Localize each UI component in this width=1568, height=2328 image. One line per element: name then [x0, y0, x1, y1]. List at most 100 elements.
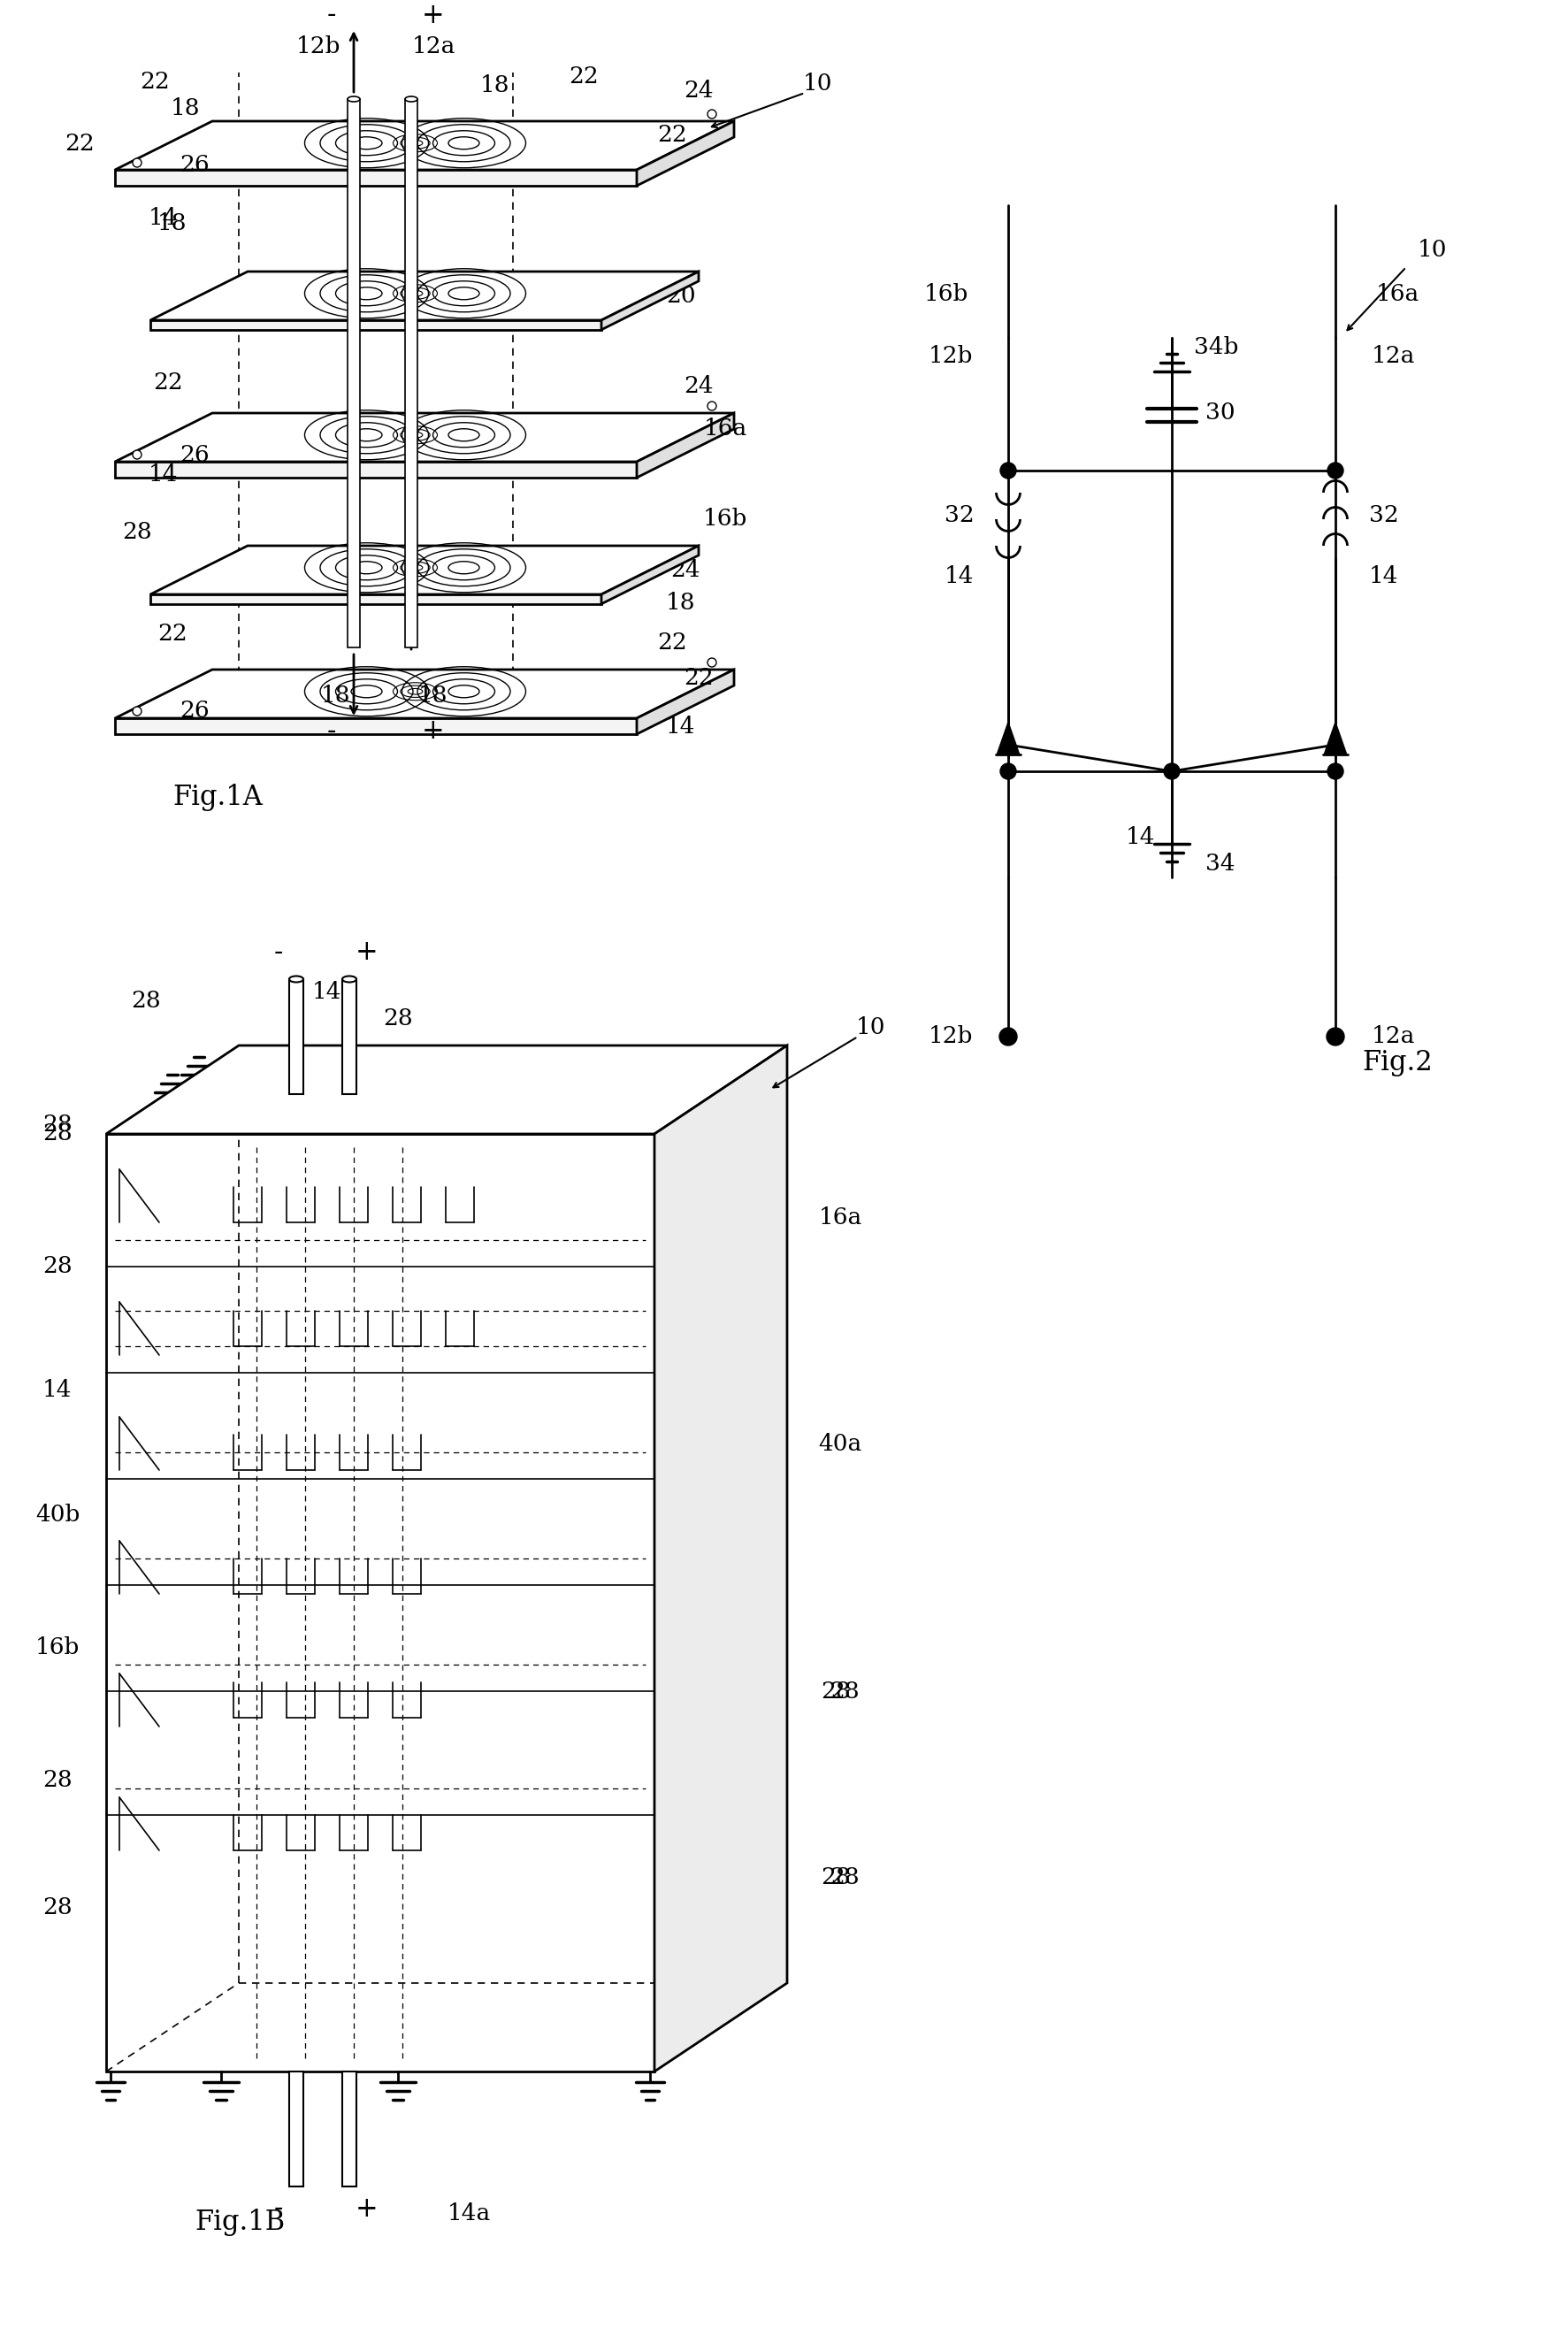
Polygon shape [601, 545, 698, 603]
Polygon shape [637, 670, 734, 733]
Polygon shape [151, 321, 601, 331]
Text: +: + [422, 717, 444, 745]
Ellipse shape [348, 95, 359, 102]
Ellipse shape [405, 95, 417, 102]
Polygon shape [997, 722, 1019, 754]
Polygon shape [289, 2072, 303, 2186]
Polygon shape [654, 1045, 787, 2072]
Text: 12a: 12a [411, 35, 455, 58]
Text: -: - [274, 938, 282, 966]
Text: 40b: 40b [34, 1504, 80, 1525]
Text: 16a: 16a [1375, 282, 1419, 305]
Polygon shape [114, 121, 734, 170]
Text: 14: 14 [42, 1381, 72, 1401]
Text: 16a: 16a [818, 1206, 861, 1229]
Polygon shape [1323, 722, 1345, 754]
Polygon shape [114, 412, 734, 461]
Text: 12b: 12b [296, 35, 340, 58]
Polygon shape [601, 272, 698, 331]
Text: +: + [356, 938, 378, 966]
Polygon shape [342, 980, 356, 1094]
Text: 22: 22 [657, 123, 687, 144]
Text: 16b: 16b [702, 508, 746, 531]
Polygon shape [107, 1134, 654, 2072]
Text: 22: 22 [684, 668, 713, 689]
Polygon shape [637, 412, 734, 477]
Circle shape [1327, 764, 1342, 780]
Polygon shape [289, 980, 303, 1094]
Text: 20: 20 [666, 286, 696, 307]
Text: 32: 32 [944, 503, 974, 526]
Text: 16a: 16a [702, 419, 746, 440]
Circle shape [707, 659, 717, 666]
Text: 14: 14 [666, 717, 695, 738]
Polygon shape [114, 719, 637, 733]
Text: 14: 14 [1126, 826, 1156, 850]
Text: 22: 22 [157, 624, 187, 645]
Text: 12b: 12b [928, 1027, 972, 1048]
Text: 28: 28 [42, 1115, 72, 1136]
Text: 22: 22 [64, 133, 94, 154]
Text: 16b: 16b [34, 1637, 80, 1658]
Text: 26: 26 [180, 445, 209, 466]
Text: 26: 26 [180, 701, 209, 722]
Text: 14: 14 [312, 982, 342, 1003]
Text: -: - [274, 2195, 282, 2223]
Text: 28: 28 [383, 1008, 412, 1029]
Circle shape [1163, 764, 1179, 780]
Polygon shape [405, 100, 417, 647]
Text: 10: 10 [1417, 237, 1447, 261]
Text: 40a: 40a [818, 1432, 861, 1455]
Text: 12a: 12a [1370, 345, 1414, 365]
Text: 14: 14 [149, 463, 179, 487]
Text: 14: 14 [1369, 566, 1399, 587]
Polygon shape [114, 670, 734, 719]
Text: 10: 10 [803, 72, 833, 95]
Circle shape [1327, 1027, 1344, 1045]
Ellipse shape [342, 975, 356, 982]
Circle shape [999, 1027, 1016, 1045]
Text: 24: 24 [684, 79, 713, 102]
Text: 28: 28 [829, 1681, 859, 1702]
Text: 28: 28 [122, 521, 152, 542]
Text: Fig.1B: Fig.1B [194, 2209, 285, 2235]
Text: 14: 14 [944, 566, 974, 587]
Polygon shape [342, 2072, 356, 2186]
Text: 34b: 34b [1193, 335, 1237, 359]
Text: 14a: 14a [447, 2202, 491, 2223]
Text: 28: 28 [42, 1122, 72, 1145]
Text: -: - [326, 2, 336, 28]
Text: 22: 22 [569, 65, 599, 88]
Text: 28: 28 [42, 1897, 72, 1918]
Text: 18: 18 [480, 74, 510, 98]
Text: 34: 34 [1204, 852, 1234, 875]
Circle shape [1000, 463, 1016, 480]
Polygon shape [151, 272, 698, 321]
Text: +: + [422, 2, 444, 28]
Text: 22: 22 [154, 370, 183, 393]
Text: 28: 28 [42, 1769, 72, 1790]
Circle shape [133, 708, 141, 715]
Ellipse shape [289, 975, 303, 982]
Text: Fig.1A: Fig.1A [172, 785, 262, 812]
Text: 18: 18 [321, 684, 351, 708]
Circle shape [707, 109, 717, 119]
Text: 28: 28 [42, 1255, 72, 1278]
Text: 12b: 12b [928, 345, 972, 365]
Text: 10: 10 [856, 1017, 886, 1038]
Text: 18: 18 [419, 684, 448, 708]
Polygon shape [348, 100, 359, 647]
Text: 12a: 12a [1370, 1027, 1414, 1048]
Circle shape [1000, 764, 1016, 780]
Polygon shape [151, 545, 698, 594]
Text: 14: 14 [149, 207, 179, 230]
Polygon shape [637, 121, 734, 186]
Text: 28: 28 [132, 989, 160, 1013]
Text: 26: 26 [180, 154, 209, 177]
Circle shape [1327, 463, 1342, 480]
Polygon shape [114, 461, 637, 477]
Text: Fig.2: Fig.2 [1361, 1050, 1432, 1078]
Text: 32: 32 [1369, 503, 1399, 526]
Text: +: + [356, 2195, 378, 2223]
Text: 28: 28 [820, 1865, 850, 1888]
